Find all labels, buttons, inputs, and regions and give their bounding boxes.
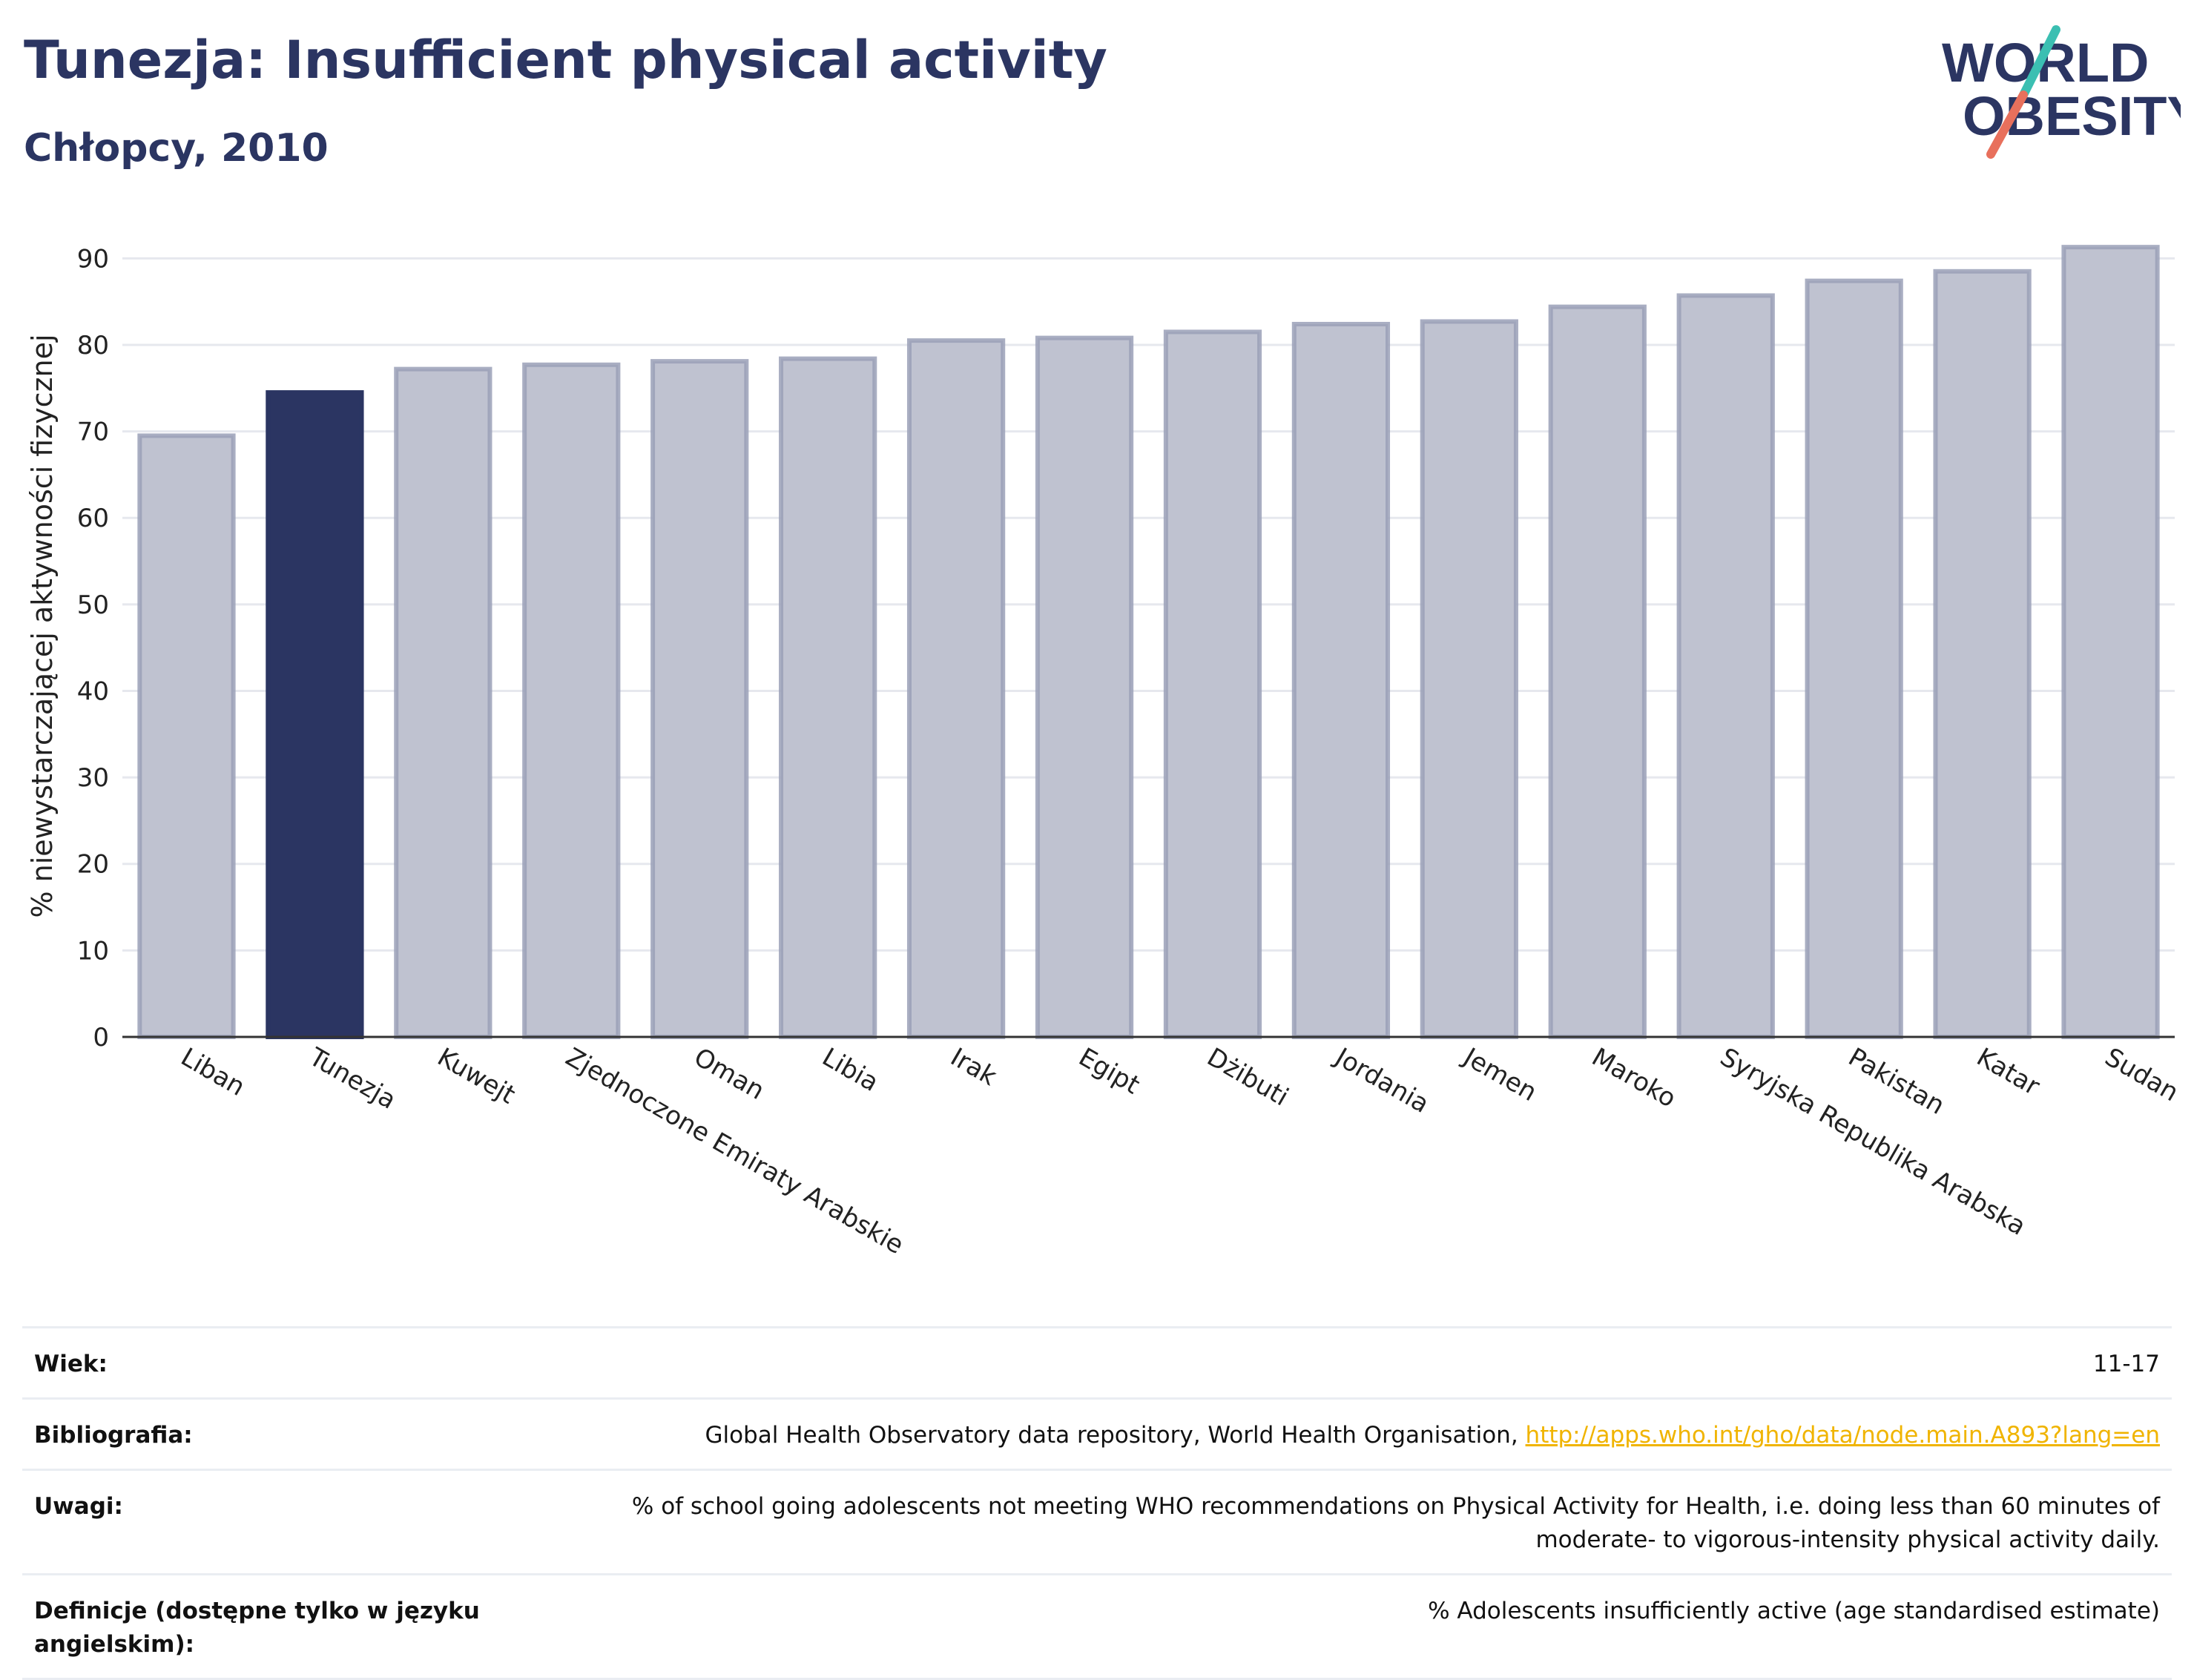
bar <box>650 359 749 1039</box>
meta-value: % of school going adolescents not meetin… <box>631 1492 2160 1553</box>
y-tick-label: 90 <box>77 244 109 274</box>
meta-label: Bibliografia: <box>34 1421 193 1449</box>
y-tick-label: 20 <box>77 850 109 880</box>
meta-row-definitions: Definicje (dostępne tylko w języku angie… <box>22 1574 2172 1679</box>
bar-chart: 0 10 20 30 40 50 60 70 80 90 % niewystarczającej a… <box>26 244 2184 1260</box>
y-tick-label: 10 <box>77 936 109 966</box>
bar <box>906 338 1006 1039</box>
bibliography-link[interactable]: http://apps.who.int/gho/data/node.main.A… <box>1525 1421 2160 1449</box>
x-tick-label: Oman <box>689 1042 770 1106</box>
x-tick-label: Irak <box>946 1042 1002 1092</box>
x-tick-label: Dżibuti <box>1202 1042 1293 1112</box>
bar <box>1163 329 1262 1039</box>
logo-slash-coral <box>1986 90 2028 159</box>
page-subtitle: Chłopcy, 2010 <box>24 126 329 171</box>
bar <box>266 390 364 1039</box>
page-title: Tunezja: Insufficient physical activity <box>24 30 1107 90</box>
meta-label: Uwagi: <box>34 1492 123 1520</box>
y-tick-label: 70 <box>77 418 109 447</box>
meta-value: 11-17 <box>2092 1351 2160 1377</box>
x-tick-label: Katar <box>1971 1042 2045 1101</box>
y-tick-label: 50 <box>77 590 109 620</box>
bar <box>2061 245 2160 1039</box>
meta-row-age: Wiek: 11-17 <box>22 1327 2172 1399</box>
bar <box>1933 269 2032 1039</box>
x-tick-label: Jordania <box>1329 1041 1434 1119</box>
bar <box>1291 321 1391 1039</box>
meta-value: Global Health Observatory data repositor… <box>506 1398 2172 1469</box>
bar <box>1805 278 1903 1039</box>
bar <box>1676 293 1775 1040</box>
logo-slash-teal <box>2019 25 2060 99</box>
metadata-table: Wiek: 11-17 Bibliografia: Global Health … <box>22 1326 2172 1680</box>
x-tick-label: Libia <box>817 1042 884 1098</box>
x-tick-label: Tunezja <box>303 1042 401 1116</box>
y-axis-label: % niewystarczającej aktywności fizycznej <box>26 334 59 918</box>
x-tick-label: Sudan <box>2100 1042 2184 1107</box>
bibliography-text: Global Health Observatory data repositor… <box>705 1421 1526 1449</box>
x-tick-label: Kuwejt <box>432 1042 520 1110</box>
x-tick-label: Pakistan <box>1843 1042 1949 1121</box>
bar <box>1548 304 1647 1040</box>
x-tick-label: Maroko <box>1587 1042 1681 1113</box>
x-tick-label: Egipt <box>1074 1042 1145 1100</box>
bar <box>1035 335 1134 1040</box>
meta-label: Definicje (dostępne tylko w języku angie… <box>34 1597 480 1658</box>
meta-label: Wiek: <box>34 1351 108 1377</box>
x-tick-label: Liban <box>176 1042 250 1102</box>
bar <box>779 356 877 1040</box>
y-tick-label: 80 <box>77 331 109 360</box>
world-obesity-logo: WORLD OBESITY <box>1942 25 2181 159</box>
y-tick-label: 0 <box>93 1023 109 1053</box>
bar <box>394 366 493 1040</box>
y-tick-label: 60 <box>77 504 109 533</box>
meta-row-bibliography: Bibliografia: Global Health Observatory … <box>22 1398 2172 1470</box>
bar <box>137 433 236 1039</box>
y-tick-label: 40 <box>77 676 109 706</box>
bar <box>1420 319 1518 1039</box>
x-tick-label: Jemen <box>1457 1041 1542 1107</box>
bar <box>522 362 621 1039</box>
meta-value: % Adolescents insufficiently active (age… <box>1428 1597 2160 1624</box>
y-tick-label: 30 <box>77 763 109 793</box>
meta-row-notes: Uwagi: % of school going adolescents not… <box>22 1469 2172 1575</box>
